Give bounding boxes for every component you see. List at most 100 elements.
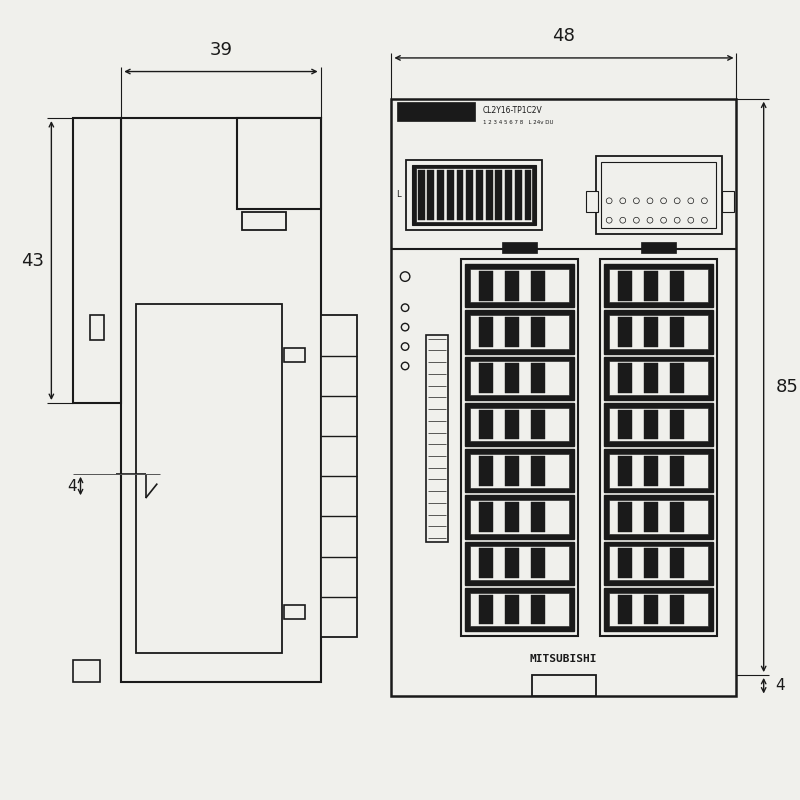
Bar: [525, 170, 531, 220]
Text: MITSUBISHI: MITSUBISHI: [530, 654, 598, 665]
Bar: [470, 408, 570, 442]
Bar: [644, 270, 658, 301]
Bar: [595, 156, 722, 234]
Bar: [284, 605, 305, 618]
Bar: [457, 170, 463, 220]
Bar: [495, 170, 502, 220]
Bar: [479, 270, 493, 301]
Bar: [437, 170, 444, 220]
Bar: [416, 168, 532, 222]
Bar: [122, 118, 321, 682]
Bar: [73, 661, 100, 682]
Bar: [609, 408, 708, 442]
Bar: [618, 363, 631, 393]
Bar: [644, 594, 658, 625]
Bar: [532, 675, 595, 696]
Text: 1 2 3 4 5 6 7 8   L 24v DU: 1 2 3 4 5 6 7 8 L 24v DU: [483, 119, 554, 125]
Bar: [466, 542, 574, 585]
Bar: [618, 317, 631, 346]
Bar: [505, 170, 512, 220]
Bar: [722, 191, 734, 213]
Bar: [604, 310, 713, 354]
Bar: [644, 317, 658, 346]
Bar: [670, 549, 684, 578]
Bar: [531, 594, 545, 625]
Bar: [321, 315, 358, 637]
Bar: [609, 500, 708, 534]
Bar: [618, 594, 631, 625]
Bar: [479, 363, 493, 393]
Bar: [479, 456, 493, 486]
Text: 39: 39: [210, 41, 233, 59]
Bar: [470, 593, 570, 626]
Bar: [609, 269, 708, 302]
Text: 85: 85: [775, 378, 798, 396]
Text: 4: 4: [67, 478, 77, 494]
Bar: [470, 269, 570, 302]
Bar: [466, 495, 574, 538]
Bar: [604, 588, 713, 631]
Bar: [398, 102, 475, 121]
Bar: [618, 549, 631, 578]
Text: CL2Y16-TP1C2V: CL2Y16-TP1C2V: [483, 106, 542, 115]
Bar: [601, 259, 717, 636]
Text: 43: 43: [21, 251, 43, 270]
Bar: [426, 335, 448, 542]
Bar: [670, 270, 684, 301]
Bar: [644, 549, 658, 578]
Bar: [466, 357, 574, 400]
Text: L: L: [396, 190, 401, 199]
Bar: [505, 317, 518, 346]
Bar: [466, 170, 473, 220]
Bar: [604, 449, 713, 493]
Bar: [609, 362, 708, 395]
Bar: [644, 456, 658, 486]
Bar: [466, 588, 574, 631]
Bar: [531, 317, 545, 346]
Bar: [486, 170, 493, 220]
Bar: [609, 546, 708, 580]
Bar: [505, 363, 518, 393]
Bar: [502, 242, 538, 254]
Bar: [604, 542, 713, 585]
Bar: [470, 315, 570, 349]
Bar: [136, 304, 282, 653]
Bar: [505, 270, 518, 301]
Bar: [618, 270, 631, 301]
Bar: [644, 410, 658, 439]
Bar: [466, 310, 574, 354]
Bar: [242, 213, 286, 230]
Bar: [505, 410, 518, 439]
Bar: [406, 160, 542, 230]
Bar: [427, 170, 434, 220]
Bar: [466, 449, 574, 493]
Bar: [531, 456, 545, 486]
Bar: [604, 495, 713, 538]
Bar: [90, 315, 104, 340]
Bar: [237, 118, 321, 209]
Bar: [531, 502, 545, 532]
Bar: [604, 357, 713, 400]
Bar: [644, 363, 658, 393]
Bar: [609, 315, 708, 349]
Bar: [412, 165, 536, 225]
Bar: [73, 118, 122, 403]
Bar: [670, 317, 684, 346]
Bar: [284, 349, 305, 362]
Bar: [642, 242, 676, 254]
Bar: [470, 546, 570, 580]
Bar: [670, 502, 684, 532]
Bar: [531, 363, 545, 393]
Bar: [670, 363, 684, 393]
Bar: [476, 170, 483, 220]
Bar: [470, 454, 570, 487]
Bar: [609, 454, 708, 487]
Bar: [644, 502, 658, 532]
Bar: [618, 410, 631, 439]
Bar: [505, 456, 518, 486]
Bar: [479, 502, 493, 532]
Bar: [670, 410, 684, 439]
Bar: [505, 549, 518, 578]
Text: 4: 4: [775, 678, 785, 694]
Bar: [466, 402, 574, 446]
